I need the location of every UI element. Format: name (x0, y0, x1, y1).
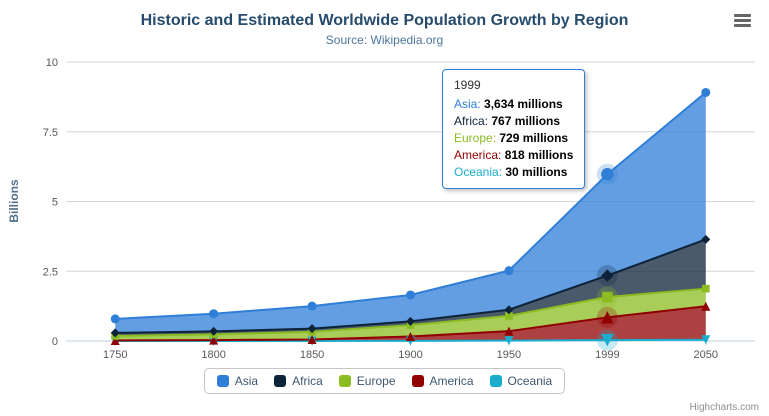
marker-asia-1900[interactable] (406, 290, 415, 300)
marker-america-1950[interactable] (504, 326, 514, 336)
legend: Asia Africa Europe America Oceania (0, 368, 769, 394)
legend-symbol-asia (216, 375, 229, 387)
menu-line (734, 18, 751, 22)
tooltip-series-value: 729 millions (499, 131, 569, 145)
area-asia[interactable] (115, 92, 706, 333)
x-axis-tick-label: 1900 (398, 349, 422, 361)
y-axis-tick-label: 0 (52, 336, 58, 348)
tooltip-row-america: America: 818 millions (454, 147, 573, 164)
tooltip-series-label: America: (454, 148, 505, 162)
marker-africa-1950[interactable] (504, 305, 514, 315)
tooltip-row-africa: Africa: 767 millions (454, 113, 573, 130)
hamburger-menu-icon[interactable] (731, 9, 755, 31)
marker-africa-1900[interactable] (406, 316, 415, 326)
marker-america-1999[interactable] (601, 311, 614, 324)
x-axis-tick-label: 1950 (497, 349, 521, 361)
tooltip-row-oceania: Oceania: 30 millions (454, 164, 573, 181)
y-axis-tick-label: 10 (46, 57, 58, 69)
marker-europe-2050[interactable] (701, 284, 710, 293)
menu-line (734, 23, 751, 27)
marker-asia-1950[interactable] (504, 266, 514, 276)
credits-link[interactable]: Highcharts.com (689, 402, 759, 413)
marker-africa-2050[interactable] (701, 234, 711, 244)
marker-asia-1850[interactable] (307, 301, 317, 311)
legend-symbol-america (411, 375, 424, 387)
marker-africa-1850[interactable] (307, 324, 317, 334)
chart-subtitle: Source: Wikipedia.org (325, 33, 444, 47)
marker-asia-1800[interactable] (209, 309, 219, 319)
marker-oceania-1950[interactable] (504, 336, 514, 346)
legend-label: Africa (292, 374, 323, 388)
tooltip-series-value: 818 millions (504, 148, 574, 162)
chart-title: Historic and Estimated Worldwide Populat… (140, 12, 629, 29)
marker-america-1850[interactable] (307, 334, 317, 344)
tooltip-row-asia: Asia: 3,634 millions (454, 96, 573, 113)
tooltip-series-value: 3,634 millions (484, 97, 563, 111)
tooltip-series-label: Asia: (454, 97, 485, 111)
tooltip-series-label: Europe: (454, 131, 500, 145)
menu-line (734, 13, 751, 17)
marker-oceania-2050[interactable] (701, 335, 711, 345)
legend-item-asia[interactable]: Asia (216, 374, 259, 388)
legend-item-africa[interactable]: Africa (274, 374, 323, 388)
marker-america-1900[interactable] (406, 331, 415, 341)
marker-africa-1999[interactable] (601, 269, 614, 282)
y-axis-title: Billions (7, 179, 21, 223)
marker-oceania-1999[interactable] (601, 333, 614, 347)
marker-africa-1750[interactable] (110, 328, 120, 338)
marker-europe-1999[interactable] (602, 291, 613, 303)
legend-item-oceania[interactable]: Oceania (489, 374, 553, 388)
y-axis-tick-label: 7.5 (43, 127, 58, 139)
marker-america-2050[interactable] (701, 301, 711, 311)
legend-items: Asia Africa Europe America Oceania (203, 368, 566, 394)
x-axis-tick-label: 1800 (201, 349, 225, 361)
legend-label: Oceania (507, 374, 553, 388)
marker-europe-1950[interactable] (505, 312, 513, 320)
area-america[interactable] (115, 306, 706, 341)
x-axis-tick-label: 1999 (595, 349, 619, 361)
marker-africa-1800[interactable] (209, 326, 219, 336)
tooltip: 1999 Asia: 3,634 millions Africa: 767 mil… (442, 69, 586, 189)
legend-label: America (429, 374, 474, 388)
legend-symbol-europe (338, 375, 351, 387)
legend-symbol-africa (274, 375, 287, 387)
tooltip-header: 1999 (454, 78, 481, 92)
tooltip-rows: Asia: 3,634 millions Africa: 767 millions… (454, 96, 573, 181)
x-axis-tick-label: 1750 (103, 349, 127, 361)
marker-america-1750[interactable] (110, 335, 120, 345)
x-axis-tick-label: 2050 (694, 349, 718, 361)
marker-america-1800[interactable] (209, 335, 219, 345)
marker-asia-1750[interactable] (110, 314, 120, 324)
marker-asia-2050[interactable] (701, 87, 711, 97)
tooltip-series-label: Oceania: (454, 165, 506, 179)
area-africa[interactable] (115, 239, 706, 336)
tooltip-series-label: Africa: (454, 114, 492, 128)
legend-label: Europe (356, 374, 396, 388)
x-axis-tick-label: 1850 (300, 349, 324, 361)
legend-item-america[interactable]: America (411, 374, 474, 388)
y-axis-tick-label: 2.5 (43, 266, 58, 278)
legend-label: Asia (234, 374, 259, 388)
tooltip-row-europe: Europe: 729 millions (454, 130, 573, 147)
legend-item-europe[interactable]: Europe (338, 374, 396, 388)
tooltip-series-value: 30 millions (505, 165, 568, 179)
y-axis-tick-label: 5 (52, 197, 58, 209)
legend-symbol-oceania (489, 375, 502, 387)
tooltip-series-value: 767 millions (491, 114, 561, 128)
marker-asia-1999[interactable] (601, 168, 614, 181)
